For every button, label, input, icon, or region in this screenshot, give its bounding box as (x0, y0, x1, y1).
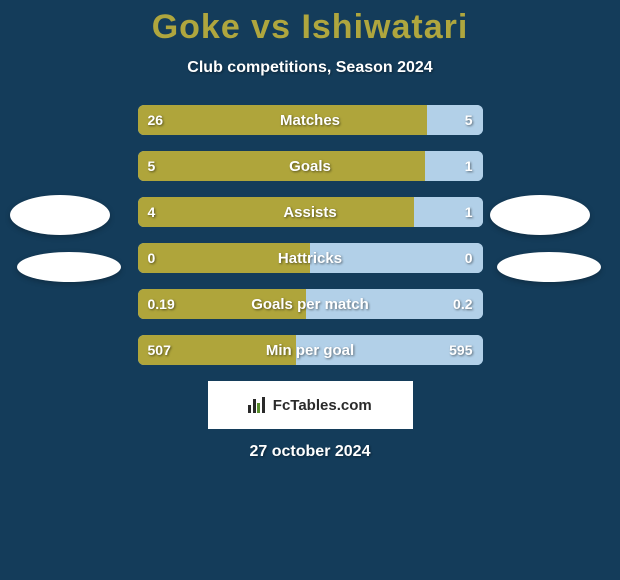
stat-row: Min per goal507 595 (138, 335, 483, 365)
stat-row: Goals per match0.19 0.2 (138, 289, 483, 319)
bar-left-value: 0 (148, 243, 156, 273)
page-title: Goke vs Ishiwatari (0, 0, 620, 47)
avatar-bot-right (497, 252, 601, 282)
stat-row: Goals5 1 (138, 151, 483, 181)
bar-label: Hattricks (138, 243, 483, 273)
avatar-bot-left (17, 252, 121, 282)
stats-card: Goke vs Ishiwatari Club competitions, Se… (0, 0, 620, 580)
bar-label: Min per goal (138, 335, 483, 365)
bar-right-value: 595 (449, 335, 472, 365)
subtitle: Club competitions, Season 2024 (0, 59, 620, 77)
bar-left-value: 26 (148, 105, 164, 135)
bar-left-value: 507 (148, 335, 171, 365)
stat-row: Assists4 1 (138, 197, 483, 227)
footer-logo-icon (248, 397, 265, 413)
bar-right-value: 5 (465, 105, 473, 135)
bar-right-value: 1 (465, 197, 473, 227)
footer-text: FcTables.com (273, 397, 372, 414)
bar-right-value: 0 (465, 243, 473, 273)
bar-label: Goals per match (138, 289, 483, 319)
stat-row: Matches26 5 (138, 105, 483, 135)
footer-branding: FcTables.com (208, 381, 413, 429)
bar-left-value: 0.19 (148, 289, 175, 319)
avatar-top-right (490, 195, 590, 235)
stat-row: Hattricks0 0 (138, 243, 483, 273)
date-label: 27 october 2024 (0, 443, 620, 461)
bar-right-value: 1 (465, 151, 473, 181)
bar-label: Matches (138, 105, 483, 135)
bar-left-value: 5 (148, 151, 156, 181)
bars-container: Matches265Goals51Assists41Hattricks00Goa… (138, 105, 483, 365)
bar-left-value: 4 (148, 197, 156, 227)
bar-right-value: 0.2 (453, 289, 472, 319)
bar-label: Assists (138, 197, 483, 227)
avatar-top-left (10, 195, 110, 235)
bar-label: Goals (138, 151, 483, 181)
